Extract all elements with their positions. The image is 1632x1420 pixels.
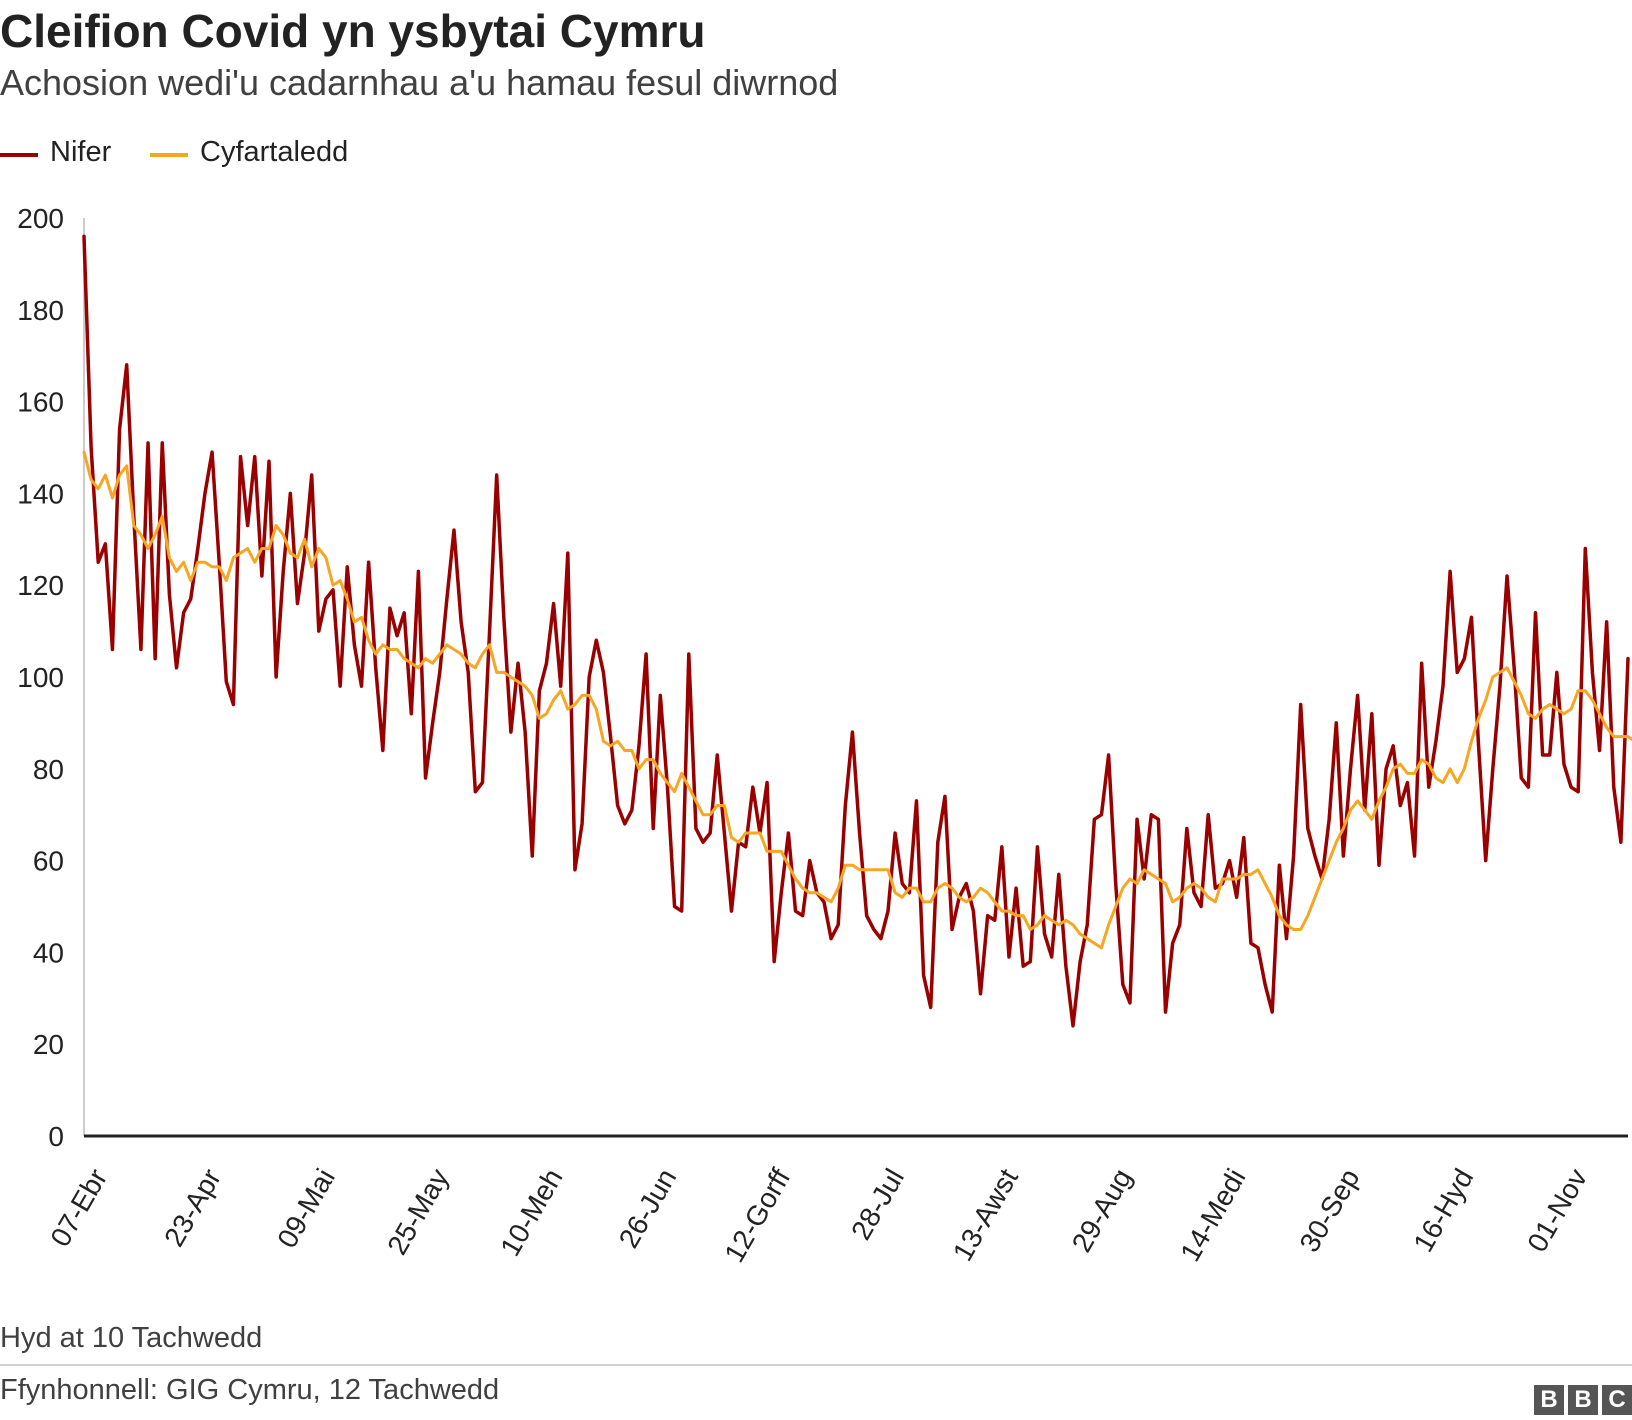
y-tick-label: 160 bbox=[17, 387, 64, 418]
x-tick-label: 01-Nov bbox=[1521, 1164, 1593, 1258]
series-layer bbox=[82, 234, 1632, 1028]
x-axis: 07-Ebr 23-Apr 09-Mai 25-May 10-Meh 26-Jun 12-G… bbox=[44, 1134, 1628, 1268]
x-tick-label: 14-Medi bbox=[1174, 1164, 1251, 1267]
legend-swatch-cyfartaledd bbox=[150, 153, 188, 157]
x-tick-label: 09-Mai bbox=[271, 1164, 341, 1254]
x-tick-label: 25-May bbox=[381, 1164, 455, 1260]
series-line-nifer bbox=[82, 234, 1630, 1028]
x-tick-label: 13-Awst bbox=[947, 1163, 1024, 1266]
x-tick-label: 28-Jul bbox=[845, 1164, 910, 1246]
legend-item-cyfartaledd: Cyfartaledd bbox=[150, 134, 380, 174]
legend-label-cyfartaledd: Cyfartaledd bbox=[200, 136, 349, 168]
x-tick-label: 12-Gorff bbox=[718, 1163, 796, 1267]
y-tick-label: 180 bbox=[17, 295, 64, 326]
legend-label-nifer: Nifer bbox=[50, 136, 112, 168]
x-tick-label: 16-Hyd bbox=[1407, 1164, 1479, 1258]
bbc-logo-letter: B bbox=[1568, 1385, 1598, 1415]
y-axis: 0 20 40 60 80 100 120 140 160 180 200 bbox=[17, 203, 85, 1152]
source-text: Ffynhonnell: GIG Cymru, 12 Tachwedd bbox=[0, 1374, 500, 1406]
footer-divider bbox=[0, 1364, 1632, 1366]
chart-title: Cleifion Covid yn ysbytai Cymru bbox=[0, 5, 706, 57]
line-chart: 0 20 40 60 80 100 120 140 160 180 200 07-Ebr 23-Apr… bbox=[17, 203, 1632, 1268]
x-tick-label: 30-Sep bbox=[1293, 1164, 1365, 1258]
y-tick-label: 20 bbox=[33, 1029, 64, 1060]
y-tick-label: 120 bbox=[17, 570, 64, 601]
bbc-logo-letter: B bbox=[1534, 1385, 1564, 1415]
x-tick-label: 29-Aug bbox=[1066, 1164, 1138, 1258]
chart-subtitle: Achosion wedi'u cadarnhau a'u hamau fesu… bbox=[0, 62, 839, 103]
y-tick-label: 200 bbox=[17, 203, 64, 234]
y-tick-label: 80 bbox=[33, 754, 64, 785]
x-tick-label: 07-Ebr bbox=[44, 1164, 113, 1252]
x-tick-label: 10-Meh bbox=[494, 1164, 568, 1262]
series-line-cyfartaledd bbox=[82, 450, 1632, 950]
legend-item-nifer: Nifer bbox=[0, 134, 120, 174]
y-tick-label: 60 bbox=[33, 846, 64, 877]
legend-swatch-nifer bbox=[0, 153, 38, 157]
y-tick-label: 140 bbox=[17, 478, 64, 509]
x-tick-label: 23-Apr bbox=[158, 1164, 227, 1252]
y-tick-label: 40 bbox=[33, 937, 64, 968]
footnote: Hyd at 10 Tachwedd bbox=[0, 1322, 263, 1354]
y-tick-label: 100 bbox=[17, 662, 64, 693]
x-tick-label: 26-Jun bbox=[613, 1164, 683, 1254]
y-tick-label: 0 bbox=[48, 1121, 64, 1152]
bbc-logo: B B C bbox=[1534, 1385, 1632, 1415]
bbc-logo-letter: C bbox=[1602, 1385, 1632, 1415]
